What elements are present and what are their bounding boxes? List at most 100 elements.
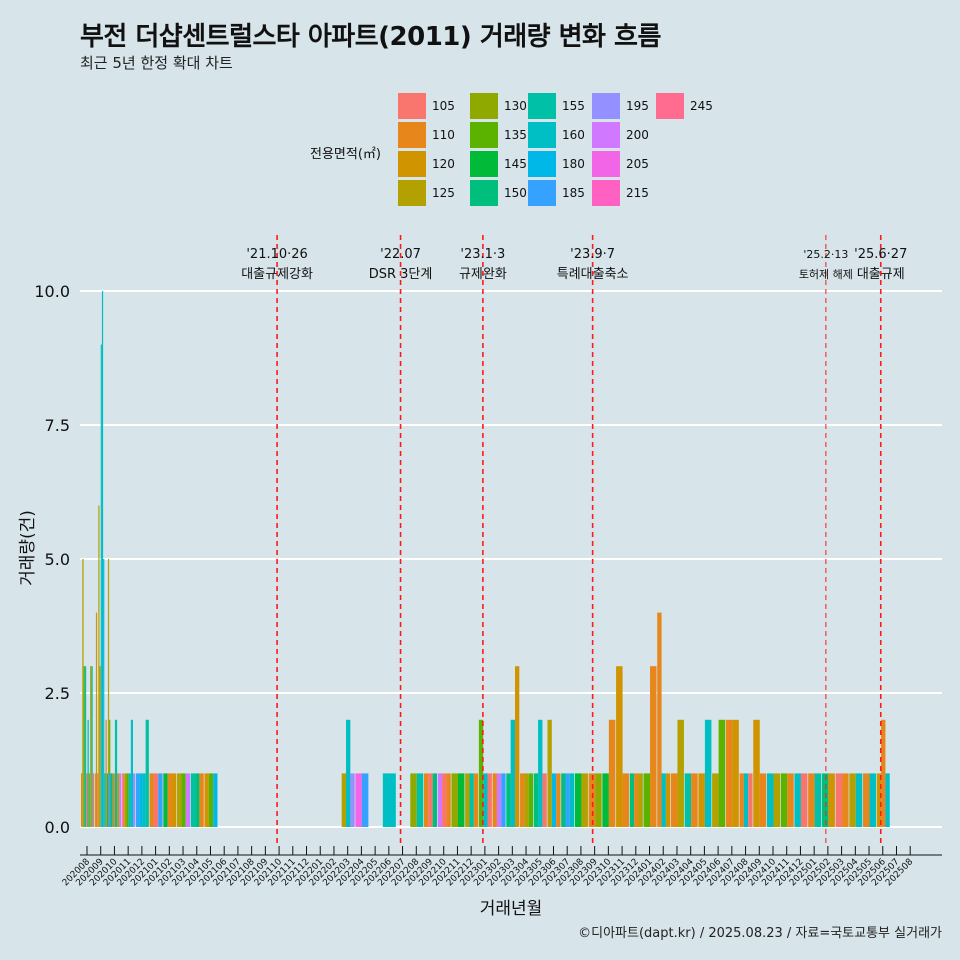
legend-label: 105: [432, 99, 455, 113]
bar: [725, 719, 733, 827]
event-label: 대출규제: [857, 267, 905, 282]
bar: [588, 773, 596, 827]
bar: [753, 719, 760, 827]
bar: [473, 773, 479, 827]
legend-label: 110: [432, 128, 455, 142]
bar: [698, 773, 705, 827]
bar: [142, 773, 146, 827]
bar: [732, 719, 739, 827]
bar: [739, 773, 744, 827]
bar: [808, 773, 815, 827]
legend-label: 120: [432, 157, 455, 171]
bar: [506, 773, 511, 827]
bar: [767, 773, 774, 827]
bar: [112, 773, 115, 827]
bar: [629, 773, 635, 827]
bar: [602, 773, 609, 827]
legend-label: 200: [626, 128, 649, 142]
bar: [869, 773, 877, 827]
bar: [542, 773, 547, 827]
event-label: 대출규제강화: [241, 267, 313, 282]
bar: [510, 719, 515, 827]
bar: [569, 773, 575, 827]
bar: [95, 612, 98, 827]
legend-swatch: [470, 180, 498, 206]
bar: [107, 559, 110, 827]
legend-label: 150: [504, 186, 527, 200]
legend-swatch: [528, 180, 556, 206]
bar: [428, 773, 433, 827]
bar: [483, 773, 488, 827]
bar: [514, 666, 520, 827]
bar: [81, 773, 83, 827]
bar: [885, 773, 890, 827]
bar: [704, 719, 712, 827]
bar: [876, 773, 882, 827]
legend-swatch: [470, 151, 498, 177]
legend-label: 145: [504, 157, 527, 171]
bar: [341, 773, 347, 827]
bar: [195, 773, 200, 827]
bar: [465, 773, 470, 827]
legend-label: 215: [626, 186, 649, 200]
bar: [122, 773, 125, 827]
bar: [457, 773, 465, 827]
bar: [661, 773, 666, 827]
legend-label: 125: [432, 186, 455, 200]
bar: [608, 719, 616, 827]
bar: [581, 773, 588, 827]
bar: [105, 719, 107, 827]
bar: [442, 773, 447, 827]
event-label: 규제완화: [459, 267, 507, 282]
bar: [881, 719, 886, 827]
bar: [382, 773, 396, 827]
bar: [100, 344, 102, 827]
bar: [496, 773, 502, 827]
event-date: '23.9·7: [570, 247, 615, 262]
legend-swatch: [398, 180, 426, 206]
legend-label: 185: [562, 186, 585, 200]
event-label: DSR 3단계: [369, 267, 433, 282]
bar: [446, 773, 451, 827]
bar: [743, 773, 749, 827]
x-axis-title: 거래년월: [480, 899, 543, 919]
bar: [842, 773, 849, 827]
bar: [670, 773, 678, 827]
y-axis-title: 거래량(건): [18, 510, 38, 586]
bar: [171, 773, 177, 827]
bar: [410, 773, 417, 827]
bar: [773, 773, 780, 827]
bar: [712, 773, 719, 827]
bar: [748, 773, 753, 827]
bar: [657, 612, 662, 827]
event-date: '25.2·13: [803, 248, 848, 261]
bar: [88, 773, 91, 827]
event-date: '25.6·27: [854, 247, 907, 262]
bar: [199, 773, 204, 827]
bar: [361, 773, 369, 827]
bar: [800, 773, 808, 827]
bar: [167, 773, 172, 827]
bar: [528, 773, 534, 827]
legend-swatch: [528, 122, 556, 148]
bar: [643, 773, 651, 827]
bar: [469, 773, 474, 827]
bar: [759, 773, 767, 827]
bar: [501, 773, 506, 827]
bar: [83, 666, 85, 827]
legend-swatch: [470, 93, 498, 119]
bar: [561, 773, 566, 827]
bar: [350, 773, 355, 827]
event-date: '23.1·3: [460, 247, 505, 262]
chart-title: 부전 더샵센트럴스타 아파트(2011) 거래량 변화 흐름: [80, 22, 661, 52]
legend-label: 195: [626, 99, 649, 113]
bar: [208, 773, 214, 827]
bar: [87, 719, 89, 827]
legend-swatch: [592, 180, 620, 206]
bar: [101, 291, 104, 827]
bar: [99, 666, 101, 827]
legend-label: 130: [504, 99, 527, 113]
bar: [684, 773, 692, 827]
bar: [158, 773, 163, 827]
bar: [565, 773, 570, 827]
